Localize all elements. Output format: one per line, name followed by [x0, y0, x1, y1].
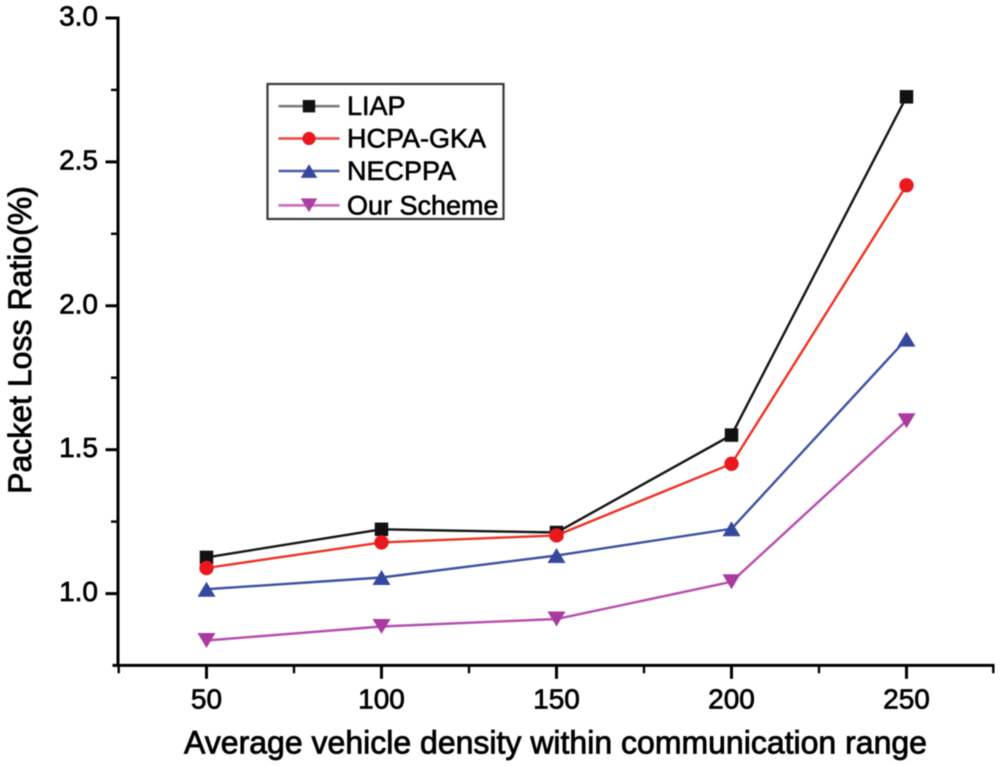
svg-text:150: 150 [533, 684, 580, 715]
svg-text:1.5: 1.5 [59, 432, 98, 463]
svg-text:2.5: 2.5 [59, 144, 98, 175]
svg-text:Our Scheme: Our Scheme [347, 190, 499, 220]
svg-text:2.0: 2.0 [59, 288, 98, 319]
svg-text:100: 100 [358, 684, 405, 715]
svg-text:HCPA-GKA: HCPA-GKA [347, 124, 486, 154]
svg-text:250: 250 [883, 684, 930, 715]
svg-text:LIAP: LIAP [347, 91, 406, 121]
svg-text:3.0: 3.0 [59, 1, 98, 32]
svg-text:Packet Loss Ratio(%): Packet Loss Ratio(%) [2, 186, 38, 494]
svg-text:NECPPA: NECPPA [347, 156, 456, 186]
svg-text:Average vehicle density within: Average vehicle density within communica… [184, 725, 927, 761]
svg-text:1.0: 1.0 [59, 576, 98, 607]
svg-text:200: 200 [708, 684, 755, 715]
svg-text:50: 50 [191, 684, 222, 715]
